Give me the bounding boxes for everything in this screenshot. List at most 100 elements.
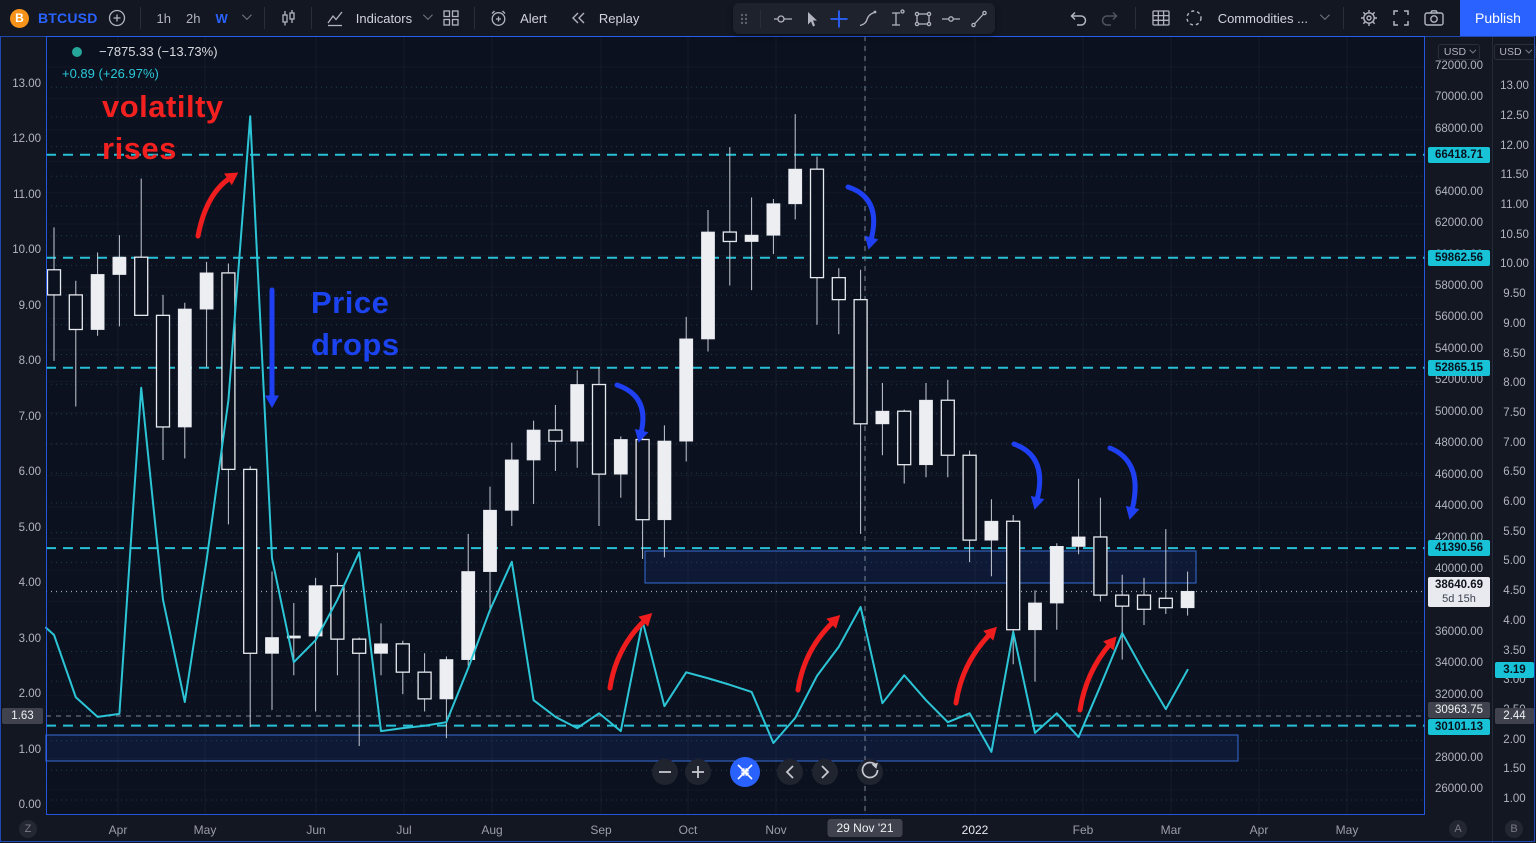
blue-arrow[interactable] bbox=[1011, 441, 1043, 503]
blue-arrow[interactable] bbox=[1107, 445, 1138, 513]
candle-body bbox=[374, 643, 388, 654]
b-axis-tick: 9.50 bbox=[1503, 288, 1526, 301]
time-tick: Aug bbox=[481, 823, 503, 837]
b-axis-tick: 8.00 bbox=[1503, 377, 1526, 390]
left-axis-tick: 12.00 bbox=[12, 133, 41, 146]
divider bbox=[474, 7, 476, 29]
red-arrow[interactable] bbox=[195, 175, 233, 239]
arrow-head bbox=[864, 235, 879, 250]
right-price-scale-a[interactable]: USD 72000.0070000.0068000.0066000.006400… bbox=[1426, 36, 1492, 816]
candle-body bbox=[570, 384, 585, 442]
price-axis-tick: 64000.00 bbox=[1435, 185, 1483, 198]
indicators-button[interactable]: Indicators bbox=[355, 10, 413, 26]
right-price-scale-b[interactable]: USD 13.00 12.50 12.00 11.50 11.00 10.50 10.00 9… bbox=[1493, 36, 1536, 816]
red-arrow[interactable] bbox=[607, 617, 648, 691]
alert-button[interactable]: Alert bbox=[520, 10, 547, 26]
alert-clock-icon[interactable] bbox=[488, 8, 509, 29]
candle-body bbox=[897, 410, 912, 466]
dotted-circle-icon[interactable] bbox=[1182, 7, 1206, 29]
candle-body bbox=[308, 585, 323, 637]
candle-body bbox=[1049, 546, 1064, 604]
scale-a-chip[interactable]: A bbox=[1449, 820, 1467, 838]
b-axis-tick: 7.00 bbox=[1503, 436, 1526, 449]
interval-1h-button[interactable]: 1h bbox=[156, 10, 171, 26]
currency-dropdown-b[interactable]: USD bbox=[1493, 44, 1536, 60]
red-arrow[interactable] bbox=[1077, 641, 1113, 713]
red-arrow[interactable] bbox=[795, 619, 836, 693]
plot-background bbox=[46, 36, 1425, 815]
symbol-button[interactable]: BTCUSD bbox=[38, 10, 98, 26]
candle-body bbox=[286, 635, 301, 639]
dot-line-icon[interactable] bbox=[772, 9, 794, 29]
scroll-right-icon[interactable] bbox=[812, 759, 838, 785]
candle-body bbox=[591, 383, 607, 475]
interval-2h-button[interactable]: 2h bbox=[186, 10, 201, 26]
trendline-tool-icon[interactable] bbox=[969, 9, 989, 29]
arrow-head bbox=[740, 771, 746, 777]
cursor-icon[interactable] bbox=[801, 9, 821, 29]
price-axis-tick: 32000.00 bbox=[1435, 688, 1483, 701]
price-axis-tick: 48000.00 bbox=[1435, 437, 1483, 450]
currency-dropdown-a[interactable]: USD bbox=[1437, 44, 1481, 60]
price-axis-tick: 26000.00 bbox=[1435, 783, 1483, 796]
left-axis-tick: 7.00 bbox=[18, 410, 41, 423]
arrow-head bbox=[1030, 495, 1045, 510]
rectangle-tool-icon[interactable] bbox=[913, 9, 933, 29]
level-price-tag: 30101.13 bbox=[1428, 719, 1490, 735]
candle-body bbox=[831, 276, 846, 301]
undo-icon[interactable] bbox=[1067, 8, 1089, 28]
layout-squares-icon[interactable] bbox=[441, 8, 461, 28]
interval-w-button[interactable]: W bbox=[215, 10, 228, 26]
arrow-head bbox=[744, 771, 750, 777]
candle-body bbox=[1093, 536, 1108, 596]
gear-icon[interactable] bbox=[1358, 7, 1380, 29]
blue-arrow[interactable] bbox=[614, 382, 646, 436]
replay-icon[interactable] bbox=[568, 8, 588, 28]
candle-body bbox=[766, 203, 781, 236]
price-axis-tick: 58000.00 bbox=[1435, 280, 1483, 293]
indicators-icon[interactable] bbox=[325, 8, 345, 28]
publish-button[interactable]: Publish bbox=[1460, 0, 1536, 36]
price-axis-tick: 68000.00 bbox=[1435, 122, 1483, 135]
price-axis-tick: 54000.00 bbox=[1435, 342, 1483, 355]
drawn-rectangle[interactable] bbox=[644, 550, 1197, 584]
replay-button[interactable]: Replay bbox=[598, 10, 640, 26]
fullscreen-icon[interactable] bbox=[1390, 7, 1412, 29]
chevron-down-icon[interactable] bbox=[1319, 10, 1330, 21]
compare-add-icon[interactable] bbox=[107, 8, 127, 28]
chevron-down-icon[interactable] bbox=[423, 10, 433, 21]
crosshair-time-label: 29 Nov '21 bbox=[827, 819, 903, 837]
candle-body bbox=[722, 231, 737, 243]
divider bbox=[1343, 7, 1344, 29]
multipane-grid-icon[interactable] bbox=[1150, 7, 1172, 29]
candle-body bbox=[199, 272, 214, 310]
crosshair-icon[interactable] bbox=[828, 8, 850, 30]
b-axis-tick: 5.50 bbox=[1503, 525, 1526, 538]
hline-tool-icon[interactable] bbox=[940, 9, 962, 29]
divider bbox=[139, 7, 141, 29]
drawing-toolbar bbox=[733, 3, 995, 34]
watchlist-button[interactable]: Commodities ... bbox=[1217, 10, 1308, 26]
candle-body bbox=[395, 643, 410, 673]
redo-icon[interactable] bbox=[1099, 8, 1121, 28]
red-arrow[interactable] bbox=[953, 631, 993, 706]
candle-style-icon[interactable] bbox=[278, 8, 298, 28]
chevron-down-icon[interactable] bbox=[241, 10, 252, 21]
volatility-line bbox=[45, 115, 1189, 753]
camera-icon[interactable] bbox=[1422, 7, 1446, 29]
blue-arrow[interactable] bbox=[845, 184, 877, 243]
left-scale-mode-chip[interactable]: Z bbox=[19, 820, 37, 838]
drag-handle-icon[interactable] bbox=[739, 9, 749, 29]
candle-body bbox=[701, 231, 715, 340]
measure-icon[interactable] bbox=[886, 8, 906, 29]
scroll-left-icon[interactable] bbox=[777, 759, 803, 785]
time-axis[interactable]: Z A B 29 Nov '21 Apr May Jun Jul Aug Sep Oct No… bbox=[0, 816, 1536, 843]
drawn-rectangle[interactable] bbox=[45, 734, 1239, 762]
left-axis-tick: 8.00 bbox=[18, 355, 41, 368]
brush-icon[interactable] bbox=[857, 9, 879, 29]
scale-b-chip[interactable]: B bbox=[1505, 820, 1523, 838]
b-axis-tick: 5.00 bbox=[1503, 555, 1526, 568]
b-axis-tick: 12.00 bbox=[1500, 139, 1529, 152]
left-price-scale[interactable]: 13.00 12.00 11.00 10.00 9.00 8.00 7.00 6.00 5.00… bbox=[0, 36, 45, 816]
